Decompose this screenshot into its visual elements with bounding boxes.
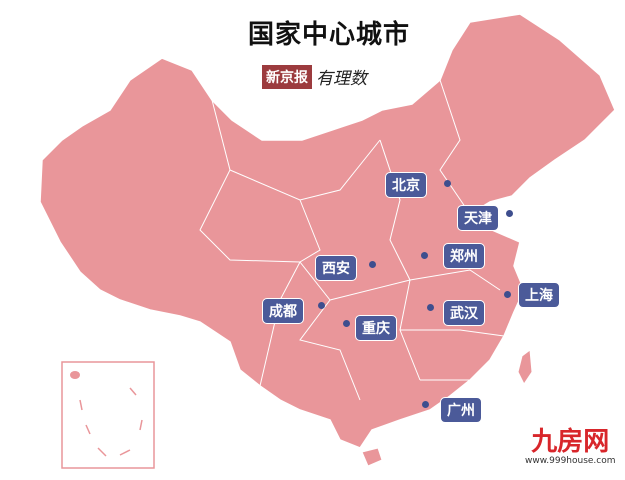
city-dot-zhengzhou: [421, 252, 428, 259]
city-dot-xian: [369, 261, 376, 268]
city-dot-shanghai: [504, 291, 511, 298]
watermark: 九房网 www.999house.com: [525, 428, 616, 466]
map-title: 国家中心城市: [248, 20, 411, 50]
city-label-chengdu: 成都: [262, 298, 304, 324]
city-dot-chongqing: [343, 320, 350, 327]
south-sea-dashes: [79, 387, 143, 457]
city-dot-guangzhou: [422, 401, 429, 408]
paper-logo: 新京报: [262, 64, 312, 89]
city-label-guangzhou: 广州: [440, 397, 482, 423]
brand-logo: 新京报 有理数: [262, 64, 367, 89]
city-label-tianjin: 天津: [457, 205, 499, 231]
city-label-chongqing: 重庆: [355, 315, 397, 341]
watermark-logo: 九房网: [531, 427, 610, 457]
city-label-zhengzhou: 郑州: [443, 243, 485, 269]
south-sea-inset: [61, 361, 155, 469]
city-label-beijing: 北京: [385, 172, 427, 198]
city-dot-beijing: [444, 180, 451, 187]
watermark-url: www.999house.com: [525, 456, 616, 466]
city-label-shanghai: 上海: [518, 282, 560, 308]
hainan-island: [361, 447, 383, 467]
column-logo: 有理数: [316, 69, 367, 89]
city-label-wuhan: 武汉: [443, 300, 485, 326]
city-dot-chengdu: [318, 302, 325, 309]
south-sea-island: [70, 371, 80, 379]
city-dot-wuhan: [427, 304, 434, 311]
taiwan-island: [517, 349, 533, 385]
city-dot-tianjin: [506, 210, 513, 217]
city-label-xian: 西安: [315, 255, 357, 281]
